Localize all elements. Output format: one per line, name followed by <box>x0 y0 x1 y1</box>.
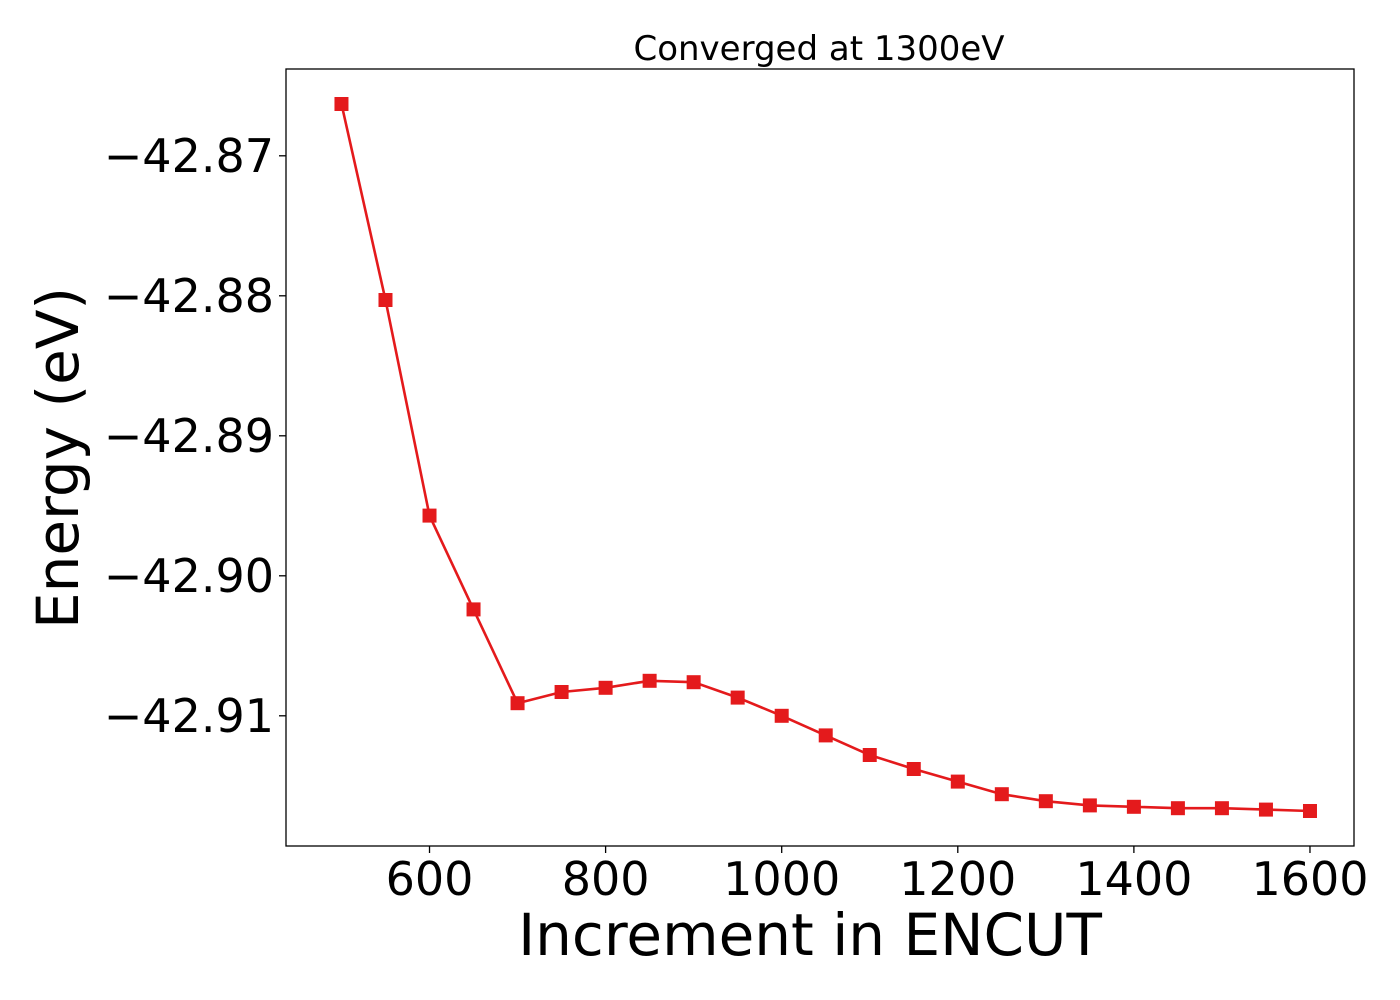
data-point <box>642 673 657 688</box>
data-point <box>1258 802 1273 817</box>
data-point <box>1170 801 1185 816</box>
data-point <box>950 774 965 789</box>
plot-frame <box>285 68 1355 847</box>
series-line <box>340 103 1311 813</box>
x-tick-label: 1200 <box>899 852 1016 906</box>
y-axis: −42.87 −42.88 −42.89 −42.90 −42.91 <box>104 129 286 743</box>
x-tick-label: 1000 <box>723 852 840 906</box>
y-tick-label: −42.87 <box>104 129 274 183</box>
data-point <box>1038 794 1053 809</box>
chart-title: Converged at 1300eV <box>633 29 1004 69</box>
data-point <box>818 728 833 743</box>
x-tick-label: 600 <box>386 852 474 906</box>
y-tick-label: −42.90 <box>104 549 274 603</box>
data-point <box>862 748 877 762</box>
data-point <box>378 293 393 307</box>
plot-area <box>334 97 1317 818</box>
data-point <box>1126 799 1141 814</box>
data-point <box>774 708 789 723</box>
x-tick-label: 800 <box>562 852 650 906</box>
data-point <box>994 787 1009 802</box>
data-point <box>730 690 745 705</box>
data-point <box>422 508 437 523</box>
x-tick-label: 1600 <box>1251 852 1368 906</box>
y-tick-label: −42.91 <box>104 689 274 743</box>
data-point <box>598 680 613 695</box>
data-point <box>334 97 349 111</box>
x-axis-label: Increment in ENCUT <box>518 901 1102 969</box>
data-point <box>906 762 921 776</box>
x-axis: 600 800 1000 1200 1400 1600 <box>386 846 1369 906</box>
data-point <box>510 696 525 711</box>
data-point <box>466 602 481 617</box>
data-point <box>686 675 701 690</box>
y-axis-label: Energy (eV) <box>24 287 92 629</box>
x-tick-label: 1400 <box>1075 852 1192 906</box>
data-point <box>554 685 569 699</box>
data-point <box>1082 798 1097 813</box>
data-point <box>1214 801 1229 816</box>
y-tick-label: −42.89 <box>104 409 274 463</box>
y-tick-label: −42.88 <box>104 269 274 323</box>
data-point <box>1302 804 1317 818</box>
